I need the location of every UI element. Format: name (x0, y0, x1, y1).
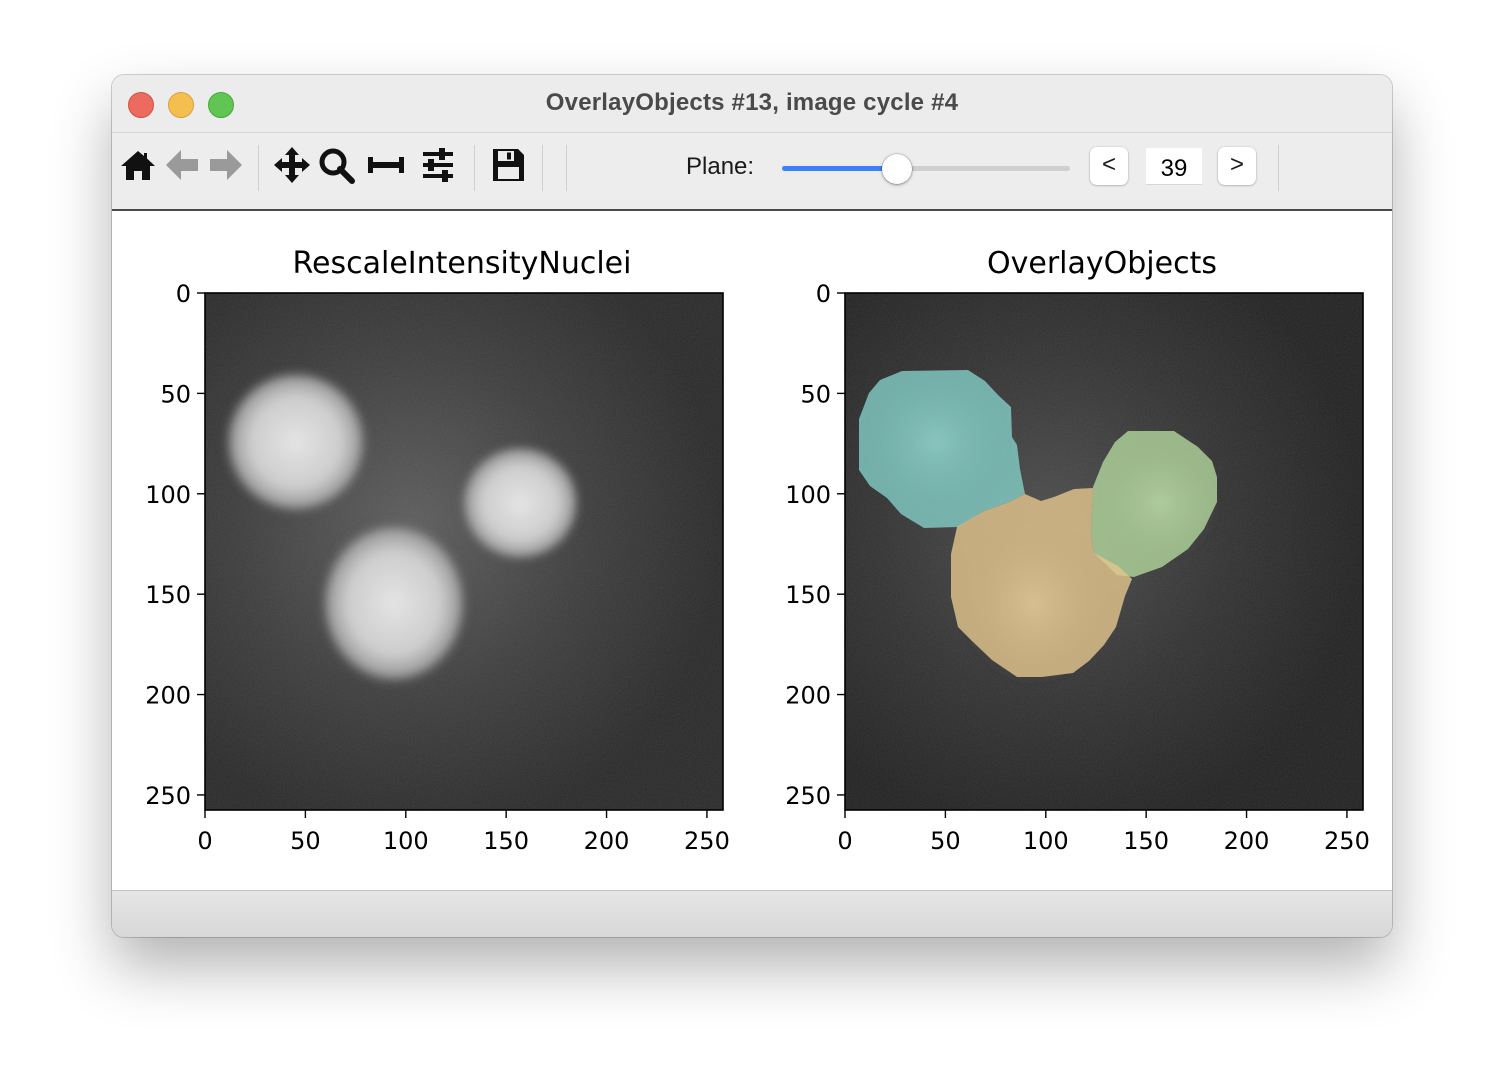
toolbar-separator (542, 145, 543, 191)
left-x-tick-label: 150 (483, 827, 529, 855)
right-x-tick-label: 100 (1023, 827, 1069, 855)
left-y-tick-label: 0 (176, 280, 191, 308)
slider-thumb[interactable] (882, 154, 913, 184)
left-x-tick-label: 100 (383, 827, 429, 855)
left-x-tick-label: 250 (684, 827, 730, 855)
configure-icon[interactable] (418, 145, 458, 185)
window-title: OverlayObjects #13, image cycle #4 (545, 89, 959, 116)
right-y-tick-label: 100 (785, 481, 831, 509)
toolbar-separator (566, 145, 567, 191)
right-axes-frame (844, 292, 1364, 811)
figure-window: OverlayObjects #13, image cycle #4 (112, 75, 1392, 937)
navigation-toolbar: Plane: < 39 > (112, 133, 1392, 211)
save-icon[interactable] (488, 145, 528, 185)
figure-svg: RescaleIntensityNuclei 0 50 100 150 200 25005… (145, 246, 1370, 855)
left-axes-frame (204, 292, 724, 811)
slider-fill (782, 166, 898, 171)
slider-track (782, 166, 1070, 171)
right-image (845, 293, 1363, 810)
plane-label: Plane: (686, 153, 755, 180)
right-y-tick-label: 0 (816, 280, 831, 308)
right-y-tick-label: 250 (785, 782, 831, 810)
maximize-window-button[interactable] (208, 92, 234, 118)
title-bar[interactable]: OverlayObjects #13, image cycle #4 (112, 75, 1392, 133)
left-y-tick-label: 200 (145, 682, 191, 710)
left-x-tick-label: 0 (197, 827, 212, 855)
pan-icon[interactable] (272, 145, 312, 185)
left-y-tick-label: 150 (145, 581, 191, 609)
previous-plane-button[interactable]: < (1090, 147, 1128, 185)
plane-slider[interactable] (782, 154, 1070, 184)
right-x-tick-label: 50 (930, 827, 961, 855)
left-x-tick-label: 50 (290, 827, 321, 855)
figure-canvas[interactable]: RescaleIntensityNuclei 0 50 100 150 200 250 0 5… (112, 211, 1392, 890)
home-icon[interactable] (118, 145, 158, 185)
forward-icon[interactable] (206, 145, 246, 185)
subplots-icon[interactable] (366, 145, 406, 185)
left-y-tick-label: 250 (145, 782, 191, 810)
zoom-icon[interactable] (316, 145, 356, 185)
left-image (205, 293, 723, 810)
right-x-tick-label: 150 (1123, 827, 1169, 855)
right-y-tick-label: 200 (785, 682, 831, 710)
minimize-window-button[interactable] (168, 92, 194, 118)
left-y-tick-label: 50 (160, 380, 191, 408)
status-bar (112, 890, 1392, 937)
right-x-tick-label: 250 (1324, 827, 1370, 855)
right-y-tick-label: 50 (800, 380, 831, 408)
right-y-tick-label: 150 (785, 581, 831, 609)
close-window-button[interactable] (128, 92, 154, 118)
right-plot-title: OverlayObjects (987, 246, 1217, 281)
toolbar-separator (258, 145, 259, 191)
right-x-tick-label: 200 (1224, 827, 1270, 855)
left-plot-title: RescaleIntensityNuclei (293, 246, 632, 281)
back-icon[interactable] (162, 145, 202, 185)
next-plane-button[interactable]: > (1218, 147, 1256, 185)
toolbar-separator (1278, 145, 1279, 191)
toolbar-separator (474, 145, 475, 191)
plane-number-field[interactable]: 39 (1146, 148, 1202, 185)
left-y-tick-label: 100 (145, 481, 191, 509)
left-x-tick-label: 200 (584, 827, 630, 855)
right-x-tick-label: 0 (837, 827, 852, 855)
